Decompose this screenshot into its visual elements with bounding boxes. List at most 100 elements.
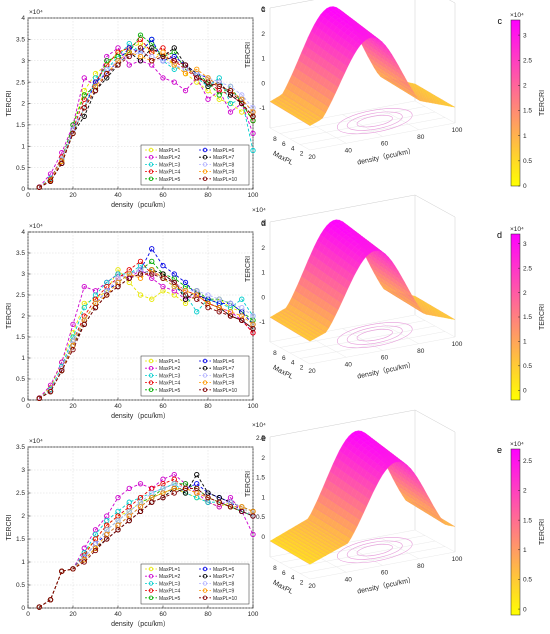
mesh-line [380, 76, 421, 102]
legend-swatch-marker [148, 588, 154, 593]
z-tick-label: 0 [261, 534, 265, 541]
data-point [126, 53, 132, 60]
mesh-line [361, 43, 402, 72]
colorbar-tick-label: 2.5 [523, 57, 532, 64]
colorbar-tick-label: 0 [523, 387, 527, 394]
colorbar-tick-label: 1 [523, 339, 527, 346]
data-point [250, 325, 256, 332]
data-point [171, 79, 177, 85]
maxpl-axis-label: MaxPL [271, 150, 294, 166]
data-point [227, 300, 234, 307]
contour [356, 329, 393, 342]
x-tick-label: 40 [114, 611, 122, 618]
colorbar-tick-label: 1.5 [523, 517, 532, 524]
data-point [36, 184, 42, 190]
data-point [104, 292, 110, 298]
contour [346, 111, 403, 131]
legend-swatch-marker [202, 373, 208, 378]
mesh-line [301, 275, 342, 303]
mesh-line [301, 52, 342, 81]
maxpl-tick-label: 4 [291, 146, 295, 153]
colorbar-tick-label: 2 [523, 488, 527, 495]
data-point [70, 130, 76, 137]
mesh-line [354, 31, 396, 61]
data-point [239, 317, 245, 323]
data-point [171, 279, 177, 286]
panel-label: c [498, 16, 503, 26]
data-point [239, 109, 245, 115]
floor-grid [289, 325, 436, 354]
mesh-line [285, 531, 326, 556]
data-point [137, 258, 144, 265]
data-point [81, 105, 87, 111]
mesh-line [292, 527, 333, 553]
data-point [81, 304, 87, 311]
contour [336, 537, 413, 564]
mesh-line [373, 67, 415, 93]
data-point [92, 547, 99, 554]
y-tick-label: 1.5 [16, 536, 25, 543]
legend-entry: MaxPL=3 [159, 162, 180, 168]
data-point [182, 88, 189, 94]
mesh-line [320, 493, 361, 520]
mesh-line [295, 526, 336, 551]
legend-entry: MaxPL=6 [213, 359, 234, 365]
y-tick-label: 2 [21, 513, 25, 520]
colorbar-tick-label: 0 [523, 606, 527, 613]
floor-grid [378, 321, 419, 344]
data-point [126, 485, 132, 492]
z-tick-label: -1 [259, 319, 265, 326]
mesh-line [307, 260, 348, 290]
mesh-line [273, 315, 314, 340]
data-point [126, 62, 132, 68]
z-tick-label: -1 [259, 105, 265, 112]
mesh-line [332, 6, 374, 38]
x-tick-label: 0 [26, 403, 30, 410]
maxpl-tick-label: 6 [282, 355, 286, 362]
data-point [81, 283, 87, 290]
mesh-line [373, 272, 415, 300]
mesh-line [288, 529, 329, 554]
legend-entry: MaxPL=5 [159, 388, 180, 394]
y-tick-label: 1 [21, 143, 25, 150]
mesh-line [301, 522, 342, 547]
mesh-line [392, 291, 433, 316]
data-point [81, 559, 87, 565]
legend-swatch-marker [148, 581, 154, 586]
z-tick-label: 1 [261, 494, 265, 501]
legend-box [140, 144, 250, 186]
surface-patch [447, 523, 456, 527]
mesh-line [279, 311, 320, 337]
x-axis-label: density（pcu/km） [111, 412, 170, 420]
mesh-line [386, 77, 427, 103]
legend-entry: MaxPL=8 [213, 373, 234, 379]
density-tick-label: 100 [452, 341, 463, 348]
mesh-line [405, 293, 446, 319]
mesh-line [414, 502, 456, 527]
mesh-line [383, 76, 424, 102]
data-point [81, 75, 87, 81]
x-tick-label: 100 [248, 403, 259, 410]
mesh-line [304, 268, 345, 296]
axes-box [269, 194, 456, 365]
line-panel-e: 0 20 40 60 80 10000.511.522.533.5×10⁴TERCRIde… [6, 433, 266, 628]
data-point [160, 53, 166, 60]
floor-grid [269, 314, 416, 343]
data-point [104, 70, 110, 77]
colorbar: 0 0.5 1 1.5 2 2.5 ×10⁴ TERCRI [510, 441, 546, 616]
y-tick-label: 3.5 [16, 37, 25, 44]
y-tick-label: 0.5 [16, 582, 25, 589]
mesh-line [414, 83, 456, 108]
mesh-line [273, 99, 314, 125]
data-point [194, 75, 200, 81]
series-line [39, 474, 254, 608]
z-tick-label: 3 [261, 220, 265, 227]
data-point [250, 113, 256, 119]
data-point [137, 45, 144, 51]
floor-grid [414, 100, 456, 124]
surface-patch [447, 316, 456, 320]
y-tick-label: 2.5 [16, 490, 25, 497]
mesh-line [351, 433, 393, 465]
mesh-line [269, 317, 311, 342]
